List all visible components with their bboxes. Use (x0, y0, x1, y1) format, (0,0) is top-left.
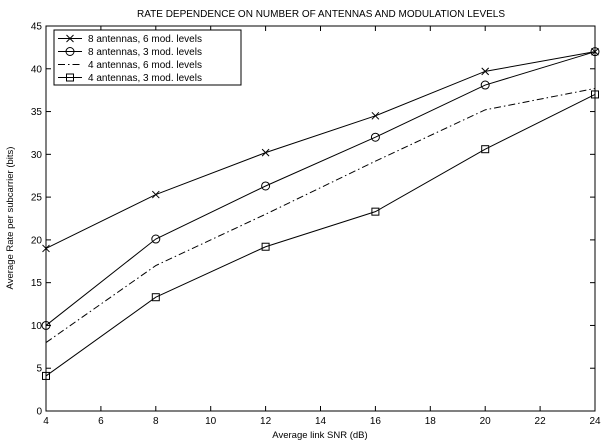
marker-stroke (151, 190, 160, 199)
x-tick-label: 20 (480, 416, 492, 427)
data-point-circle-marker (151, 234, 161, 244)
x-tick-label: 16 (370, 416, 382, 427)
data-point-x-marker (261, 148, 270, 157)
series-line (45, 51, 596, 249)
legend-label: 8 antennas, 6 mod. levels (88, 34, 202, 45)
x-tick-label: 18 (425, 416, 437, 427)
data-point-square-marker (151, 293, 160, 302)
data-point-square-marker (371, 207, 380, 216)
x-tick-label: 14 (315, 416, 327, 427)
x-tick-label: 8 (153, 416, 159, 427)
y-tick-label: 45 (31, 22, 43, 33)
chart-title: RATE DEPENDENCE ON NUMBER OF ANTENNAS AN… (137, 9, 505, 20)
series-1 (42, 47, 599, 253)
series-lines (41, 47, 600, 380)
data-point-square-marker (261, 242, 270, 251)
data-point-circle-marker (370, 132, 380, 142)
data-point-circle-marker (65, 47, 75, 56)
marker-stroke (261, 148, 270, 157)
series-2 (41, 47, 600, 330)
series-line (45, 93, 596, 377)
legend-label: 4 antennas, 3 mod. levels (88, 73, 202, 84)
y-tick-label: 5 (36, 364, 42, 375)
data-point-square-marker (66, 73, 74, 82)
data-point-x-marker (42, 244, 50, 253)
y-tick-label: 15 (31, 278, 43, 289)
marker-stroke (481, 67, 490, 76)
marker-stroke (371, 111, 380, 120)
legend-entry-1: 8 antennas, 6 mod. levels (58, 34, 202, 45)
x-tick-label: 10 (205, 416, 217, 427)
x-tick-label: 4 (43, 416, 49, 427)
data-point-x-marker (66, 34, 74, 43)
y-tick-label: 0 (36, 407, 42, 418)
y-tick-label: 30 (31, 150, 43, 161)
marker-stroke (66, 34, 74, 43)
legend-label: 4 antennas, 6 mod. levels (88, 60, 202, 71)
data-point-circle-marker (261, 181, 271, 191)
x-tick-label: 6 (98, 416, 104, 427)
x-tick-label: 12 (260, 416, 272, 427)
data-point-circle-marker (590, 47, 600, 57)
y-tick-label: 20 (31, 235, 43, 246)
data-point-x-marker (151, 190, 160, 199)
legend-label: 8 antennas, 3 mod. levels (88, 47, 202, 58)
marker-stroke (42, 244, 50, 253)
y-tick-label: 40 (31, 64, 43, 75)
x-axis-label: Average link SNR (dB) (272, 430, 367, 441)
y-tick-label: 10 (31, 321, 43, 332)
data-point-square-marker (481, 145, 490, 154)
data-point-circle-marker (41, 320, 51, 330)
legend-items: 8 antennas, 6 mod. levels 8 antennas, 3 m… (58, 34, 202, 84)
data-point-square-marker (42, 371, 50, 380)
legend: 8 antennas, 6 mod. levels 8 antennas, 3 m… (53, 29, 242, 86)
data-point-circle-marker (480, 80, 490, 90)
series-line (45, 87, 596, 343)
y-tick-label: 25 (31, 193, 43, 204)
data-point-x-marker (371, 111, 380, 120)
y-axis-label: Average Rate per subcarrier (bits) (5, 147, 16, 290)
data-point-x-marker (481, 67, 490, 76)
series-3 (45, 87, 596, 343)
x-tick-label: 24 (589, 416, 601, 427)
x-tick-label: 22 (535, 416, 547, 427)
data-point-square-marker (591, 90, 599, 99)
legend-entry-2: 8 antennas, 3 mod. levels (58, 47, 202, 58)
series-line (45, 51, 596, 326)
legend-entry-3: 4 antennas, 6 mod. levels (58, 60, 202, 71)
axis-ticks: 4 6 8 10 12 14 16 18 20 22 24 0 5 10 15 20 25 30 35 40 45 (31, 22, 601, 428)
legend-entry-4: 4 antennas, 3 mod. levels (58, 73, 202, 84)
y-tick-label: 35 (31, 107, 43, 118)
series-4 (42, 90, 599, 380)
legend-box (53, 29, 242, 86)
